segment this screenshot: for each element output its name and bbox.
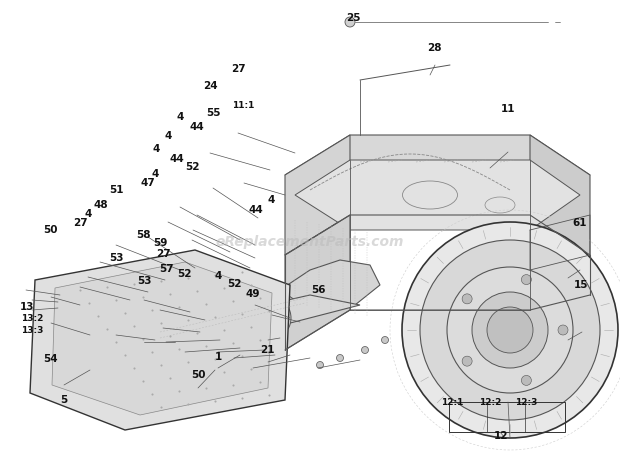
- Circle shape: [462, 294, 472, 304]
- Bar: [449, 402, 565, 432]
- Text: 56: 56: [311, 285, 326, 295]
- Text: 51: 51: [109, 185, 124, 195]
- Text: 47: 47: [140, 178, 155, 188]
- Text: 44: 44: [169, 154, 184, 164]
- Text: 4: 4: [165, 131, 172, 141]
- Text: 1: 1: [215, 352, 222, 361]
- Circle shape: [337, 355, 343, 361]
- Circle shape: [361, 347, 368, 353]
- Circle shape: [404, 327, 412, 333]
- Polygon shape: [150, 285, 265, 330]
- Text: 55: 55: [206, 108, 221, 118]
- Text: 13:2: 13:2: [21, 314, 43, 323]
- Circle shape: [402, 222, 618, 438]
- Polygon shape: [30, 250, 290, 430]
- Text: 4: 4: [268, 195, 275, 205]
- Text: eReplacementParts.com: eReplacementParts.com: [216, 235, 404, 249]
- Ellipse shape: [213, 313, 237, 347]
- Text: 44: 44: [248, 205, 263, 215]
- Text: 53: 53: [108, 253, 123, 263]
- Text: 52: 52: [185, 162, 200, 172]
- Circle shape: [521, 275, 531, 284]
- Circle shape: [316, 361, 324, 368]
- Text: 24: 24: [203, 81, 218, 91]
- Text: 4: 4: [151, 169, 159, 179]
- Text: 21: 21: [260, 345, 275, 355]
- Polygon shape: [155, 295, 360, 345]
- Ellipse shape: [153, 328, 163, 346]
- Text: 44: 44: [190, 122, 205, 132]
- Text: 5: 5: [60, 395, 68, 405]
- Polygon shape: [285, 135, 350, 255]
- Polygon shape: [285, 135, 590, 215]
- Text: 53: 53: [137, 276, 152, 286]
- Text: 12:1: 12:1: [441, 398, 464, 407]
- Text: 12:2: 12:2: [479, 398, 501, 407]
- Text: 11: 11: [501, 104, 516, 114]
- Circle shape: [447, 267, 573, 393]
- Polygon shape: [295, 160, 580, 230]
- Circle shape: [521, 376, 531, 386]
- Text: 54: 54: [43, 354, 58, 364]
- Text: 13:3: 13:3: [21, 326, 43, 335]
- Polygon shape: [530, 135, 590, 335]
- Text: 4: 4: [153, 144, 160, 154]
- Circle shape: [427, 314, 433, 322]
- Ellipse shape: [269, 302, 291, 334]
- Text: 49: 49: [246, 289, 260, 299]
- Circle shape: [297, 300, 313, 316]
- Text: 50: 50: [191, 370, 206, 380]
- Text: 52: 52: [227, 280, 242, 289]
- Text: 52: 52: [177, 269, 192, 279]
- Text: 61: 61: [572, 218, 587, 228]
- Text: 59: 59: [153, 238, 167, 248]
- Text: 27: 27: [231, 64, 246, 74]
- Text: 27: 27: [73, 218, 88, 228]
- Text: 12:3: 12:3: [515, 398, 537, 407]
- Text: 58: 58: [136, 230, 151, 240]
- Text: 48: 48: [94, 200, 108, 210]
- Circle shape: [178, 301, 192, 315]
- Text: 57: 57: [159, 264, 174, 274]
- Circle shape: [558, 325, 568, 335]
- Circle shape: [381, 337, 389, 343]
- Polygon shape: [52, 262, 272, 415]
- Text: 15: 15: [574, 280, 589, 290]
- Polygon shape: [280, 260, 380, 310]
- Ellipse shape: [218, 319, 232, 341]
- Text: 11:1: 11:1: [232, 101, 255, 110]
- Text: 4: 4: [176, 112, 184, 122]
- Circle shape: [345, 17, 355, 27]
- Text: 4: 4: [215, 271, 222, 281]
- Polygon shape: [240, 290, 310, 325]
- Ellipse shape: [273, 308, 286, 328]
- Circle shape: [462, 356, 472, 366]
- Circle shape: [420, 240, 600, 420]
- Text: 50: 50: [43, 225, 58, 235]
- Text: 28: 28: [427, 43, 441, 53]
- Circle shape: [472, 292, 548, 368]
- Text: 27: 27: [156, 249, 171, 259]
- Text: 25: 25: [346, 13, 361, 23]
- Text: 12: 12: [494, 431, 508, 441]
- Circle shape: [487, 307, 533, 353]
- Text: 4: 4: [85, 209, 92, 219]
- Polygon shape: [285, 215, 350, 350]
- Text: 13: 13: [19, 302, 34, 312]
